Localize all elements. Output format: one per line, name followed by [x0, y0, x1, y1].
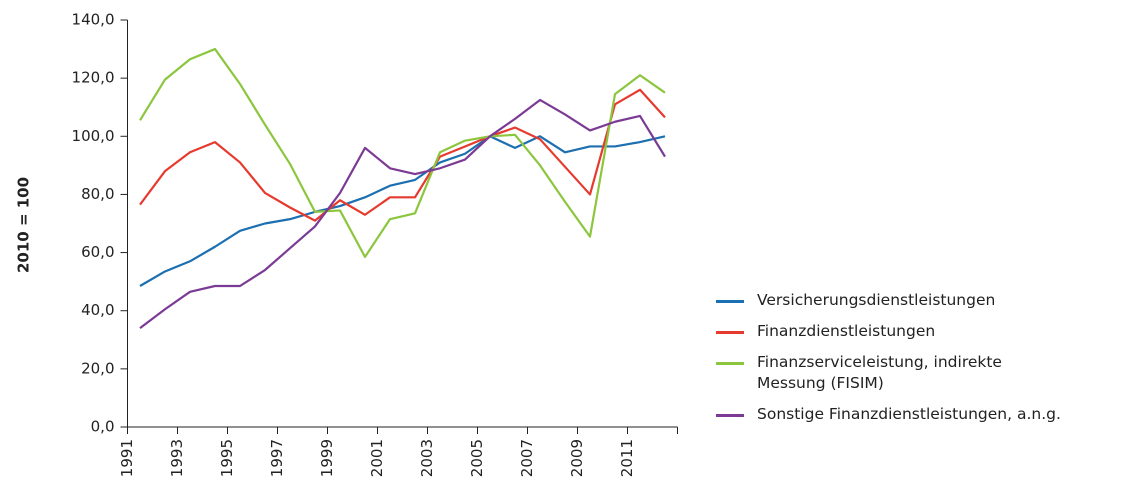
legend-swatch: [716, 362, 744, 365]
series-line: [139, 88, 666, 222]
y-tick-label: 100,0: [72, 127, 115, 145]
legend-item: Finanzdienstleistungen: [716, 321, 1136, 342]
legend: Versicherungsdienstleistungen Finanzdiens…: [716, 290, 1136, 435]
series-line: [139, 135, 666, 287]
y-tick-label: 120,0: [72, 69, 115, 87]
legend-label: Finanzdienstleistungen: [757, 322, 936, 340]
legend-label: Sonstige Finanzdienstleistungen, a.n.g.: [757, 405, 1061, 423]
legend-label: Finanzserviceleistung, indirekte Messung…: [757, 353, 1002, 392]
series-line: [139, 47, 666, 259]
legend-label: Versicherungsdienstleistungen: [757, 291, 996, 309]
x-tick-label: 2009: [568, 439, 586, 477]
x-tick-label: 1993: [168, 439, 186, 477]
x-tick-label: 2007: [518, 439, 536, 477]
x-tick-label: 2005: [468, 439, 486, 477]
x-tick-label: 1997: [268, 439, 286, 477]
x-tick-label: 1995: [218, 439, 236, 477]
x-tick-label: 1999: [318, 439, 336, 477]
x-tick-label: 2001: [368, 439, 386, 477]
x-tick-label: 2003: [418, 439, 436, 477]
y-tick-label: 0,0: [91, 418, 115, 436]
legend-swatch: [716, 300, 744, 303]
y-tick-label: 140,0: [72, 11, 115, 29]
y-tick-label: 40,0: [81, 301, 114, 319]
y-axis-label: 2010 = 100: [15, 177, 33, 273]
y-tick-label: 60,0: [81, 243, 114, 261]
legend-item: Sonstige Finanzdienstleistungen, a.n.g.: [716, 404, 1136, 425]
legend-swatch: [716, 414, 744, 417]
x-tick-label: 2011: [618, 439, 636, 477]
y-tick-label: 20,0: [81, 359, 114, 377]
legend-item: Versicherungsdienstleistungen: [716, 290, 1136, 311]
legend-item: Finanzserviceleistung, indirekte Messung…: [716, 352, 1136, 394]
x-tick-label: 1991: [118, 439, 136, 477]
series-line: [139, 98, 666, 330]
legend-swatch: [716, 331, 744, 334]
y-tick-label: 80,0: [81, 185, 114, 203]
